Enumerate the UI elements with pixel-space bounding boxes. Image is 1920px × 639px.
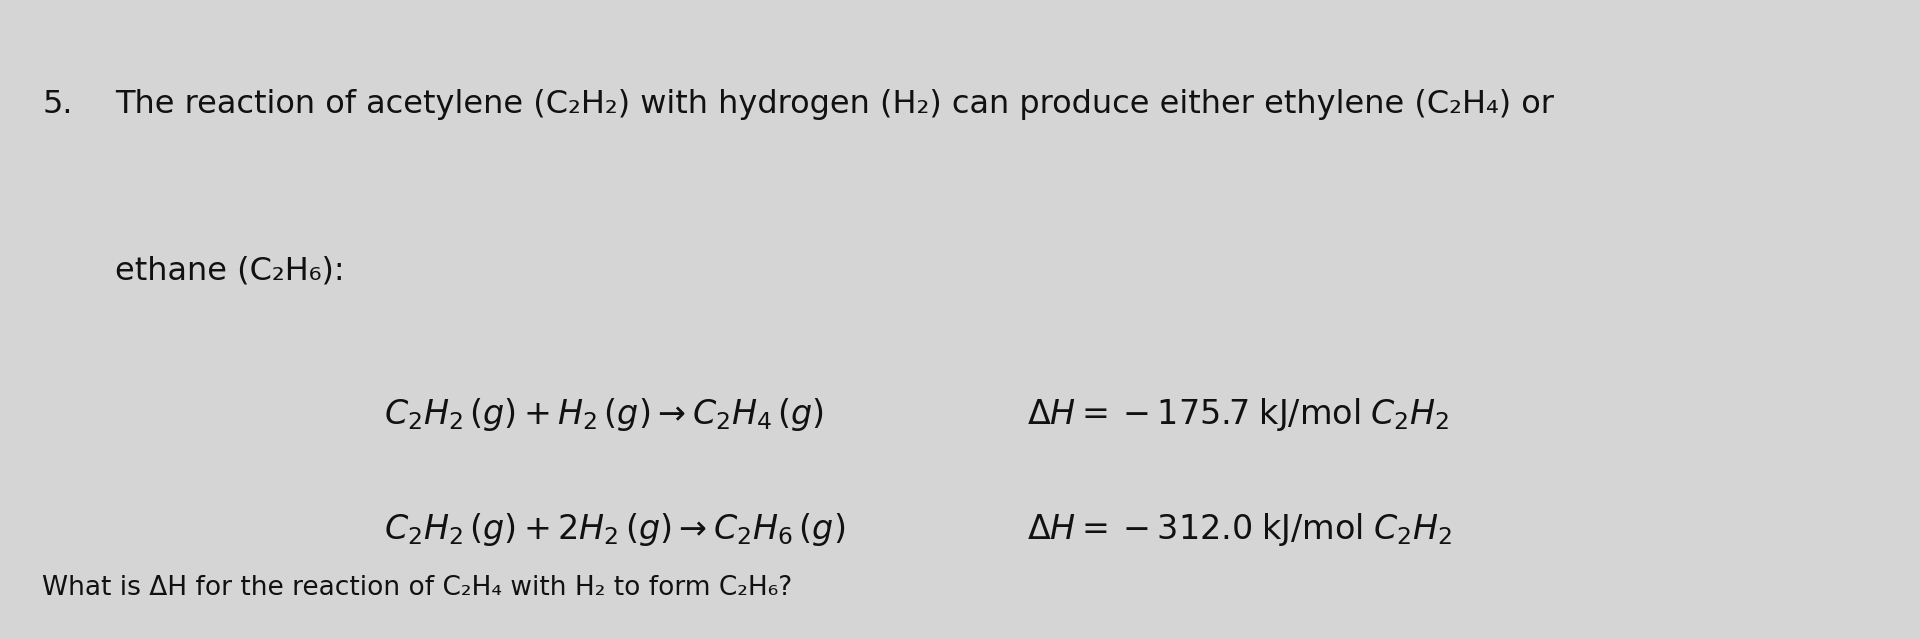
Text: $C_2H_2\,(g) + 2H_2\,(g) \rightarrow C_2H_6\,(g)$: $C_2H_2\,(g) + 2H_2\,(g) \rightarrow C_2… — [384, 511, 845, 548]
Text: What is ΔH for the reaction of C₂H₄ with H₂ to form C₂H₆?: What is ΔH for the reaction of C₂H₄ with… — [42, 575, 793, 601]
Text: $\Delta H = -312.0\;\mathrm{kJ/mol}\;C_2H_2$: $\Delta H = -312.0\;\mathrm{kJ/mol}\;C_2… — [1027, 511, 1452, 548]
Text: $\Delta H = -175.7\;\mathrm{kJ/mol}\;C_2H_2$: $\Delta H = -175.7\;\mathrm{kJ/mol}\;C_2… — [1027, 396, 1450, 433]
Text: $C_2H_2\,(g) + H_2\,(g) \rightarrow C_2H_4\,(g)$: $C_2H_2\,(g) + H_2\,(g) \rightarrow C_2H… — [384, 396, 824, 433]
Text: ethane (C₂H₆):: ethane (C₂H₆): — [115, 256, 346, 287]
Text: 5.: 5. — [42, 89, 73, 121]
Text: The reaction of acetylene (C₂H₂) with hydrogen (H₂) can produce either ethylene : The reaction of acetylene (C₂H₂) with hy… — [115, 89, 1553, 121]
